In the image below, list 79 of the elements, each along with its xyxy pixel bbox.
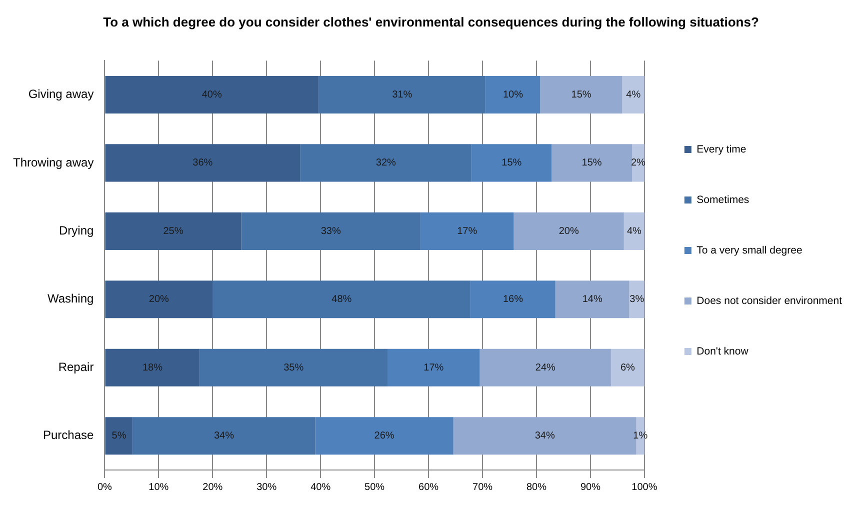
data-label: 34% bbox=[534, 430, 555, 442]
bar bbox=[241, 212, 420, 250]
bar bbox=[540, 76, 622, 114]
x-tick-label: 100% bbox=[632, 482, 658, 493]
data-label: 24% bbox=[535, 362, 556, 374]
data-label: 34% bbox=[214, 430, 234, 442]
bar bbox=[486, 76, 540, 114]
legend-label: Don't know bbox=[696, 345, 749, 358]
data-label: 17% bbox=[424, 362, 444, 374]
data-label: 31% bbox=[392, 89, 412, 100]
chart-title: To a which degree do you consider clothes' environmental consequences during the following situations? bbox=[103, 14, 759, 30]
data-label: 20% bbox=[148, 294, 170, 306]
data-label: 36% bbox=[192, 158, 213, 169]
legend-label: To a very small degree bbox=[696, 244, 802, 256]
bar bbox=[624, 212, 644, 250]
legend-label: Sometimes bbox=[696, 194, 750, 206]
data-label: 35% bbox=[284, 362, 304, 374]
bar bbox=[552, 144, 632, 182]
bar bbox=[610, 348, 644, 386]
x-tick-label: 50% bbox=[364, 482, 385, 493]
y-tick-label: Giving away bbox=[28, 87, 94, 102]
data-label: 2% bbox=[630, 158, 646, 169]
bar bbox=[132, 417, 316, 455]
x-tick-label: 30% bbox=[256, 482, 277, 493]
x-tick-label: 80% bbox=[526, 482, 547, 493]
data-label: 14% bbox=[582, 294, 602, 306]
bar bbox=[200, 348, 388, 386]
y-tick-label: Drying bbox=[59, 223, 94, 238]
bar bbox=[480, 348, 611, 386]
data-label: 15% bbox=[582, 158, 602, 169]
bar bbox=[472, 144, 552, 182]
bar bbox=[300, 144, 472, 182]
bar bbox=[105, 144, 300, 182]
y-tick-label: Throwing away bbox=[13, 155, 94, 170]
data-label: 32% bbox=[376, 158, 396, 169]
legend-label: Every time bbox=[696, 143, 746, 156]
data-label: 15% bbox=[502, 158, 522, 169]
bar bbox=[315, 417, 454, 455]
bar bbox=[622, 76, 644, 114]
data-label: 26% bbox=[374, 430, 394, 442]
x-tick-label: 70% bbox=[472, 482, 493, 493]
y-tick-label: Purchase bbox=[43, 428, 94, 442]
bar bbox=[388, 348, 480, 386]
legend-label: Does not consider environment bbox=[696, 294, 842, 307]
bar bbox=[318, 76, 486, 114]
x-tick-label: 90% bbox=[580, 482, 601, 493]
data-label: 4% bbox=[626, 226, 642, 237]
data-label: 5% bbox=[112, 430, 126, 442]
data-label: 10% bbox=[502, 89, 524, 100]
data-label: 18% bbox=[142, 362, 163, 374]
x-tick-label: 0% bbox=[97, 482, 112, 493]
data-label: 6% bbox=[620, 362, 636, 374]
data-label: 40% bbox=[202, 89, 222, 100]
data-label: 16% bbox=[502, 294, 524, 306]
bar bbox=[555, 280, 630, 318]
x-tick-label: 20% bbox=[202, 482, 223, 493]
x-tick-label: 40% bbox=[310, 482, 331, 493]
bar bbox=[105, 212, 242, 250]
data-label: 33% bbox=[320, 226, 341, 237]
bar bbox=[212, 280, 471, 318]
bar bbox=[470, 280, 556, 318]
y-tick-label: Washing bbox=[47, 292, 94, 306]
bar bbox=[105, 417, 133, 455]
data-label: 4% bbox=[626, 89, 641, 100]
data-label: 25% bbox=[163, 226, 184, 237]
x-tick-label: 10% bbox=[148, 482, 169, 493]
data-label: 3% bbox=[630, 294, 644, 306]
data-label: 17% bbox=[457, 226, 478, 237]
bar bbox=[514, 212, 624, 250]
data-label: 15% bbox=[571, 89, 592, 100]
bar bbox=[420, 212, 514, 250]
data-label: 48% bbox=[332, 294, 352, 306]
bar bbox=[105, 76, 318, 114]
data-label: 1% bbox=[633, 430, 648, 442]
bar bbox=[105, 348, 200, 386]
data-label: 20% bbox=[558, 226, 579, 237]
bar bbox=[105, 280, 213, 318]
y-tick-label: Repair bbox=[58, 360, 94, 374]
x-tick-label: 60% bbox=[418, 482, 439, 493]
